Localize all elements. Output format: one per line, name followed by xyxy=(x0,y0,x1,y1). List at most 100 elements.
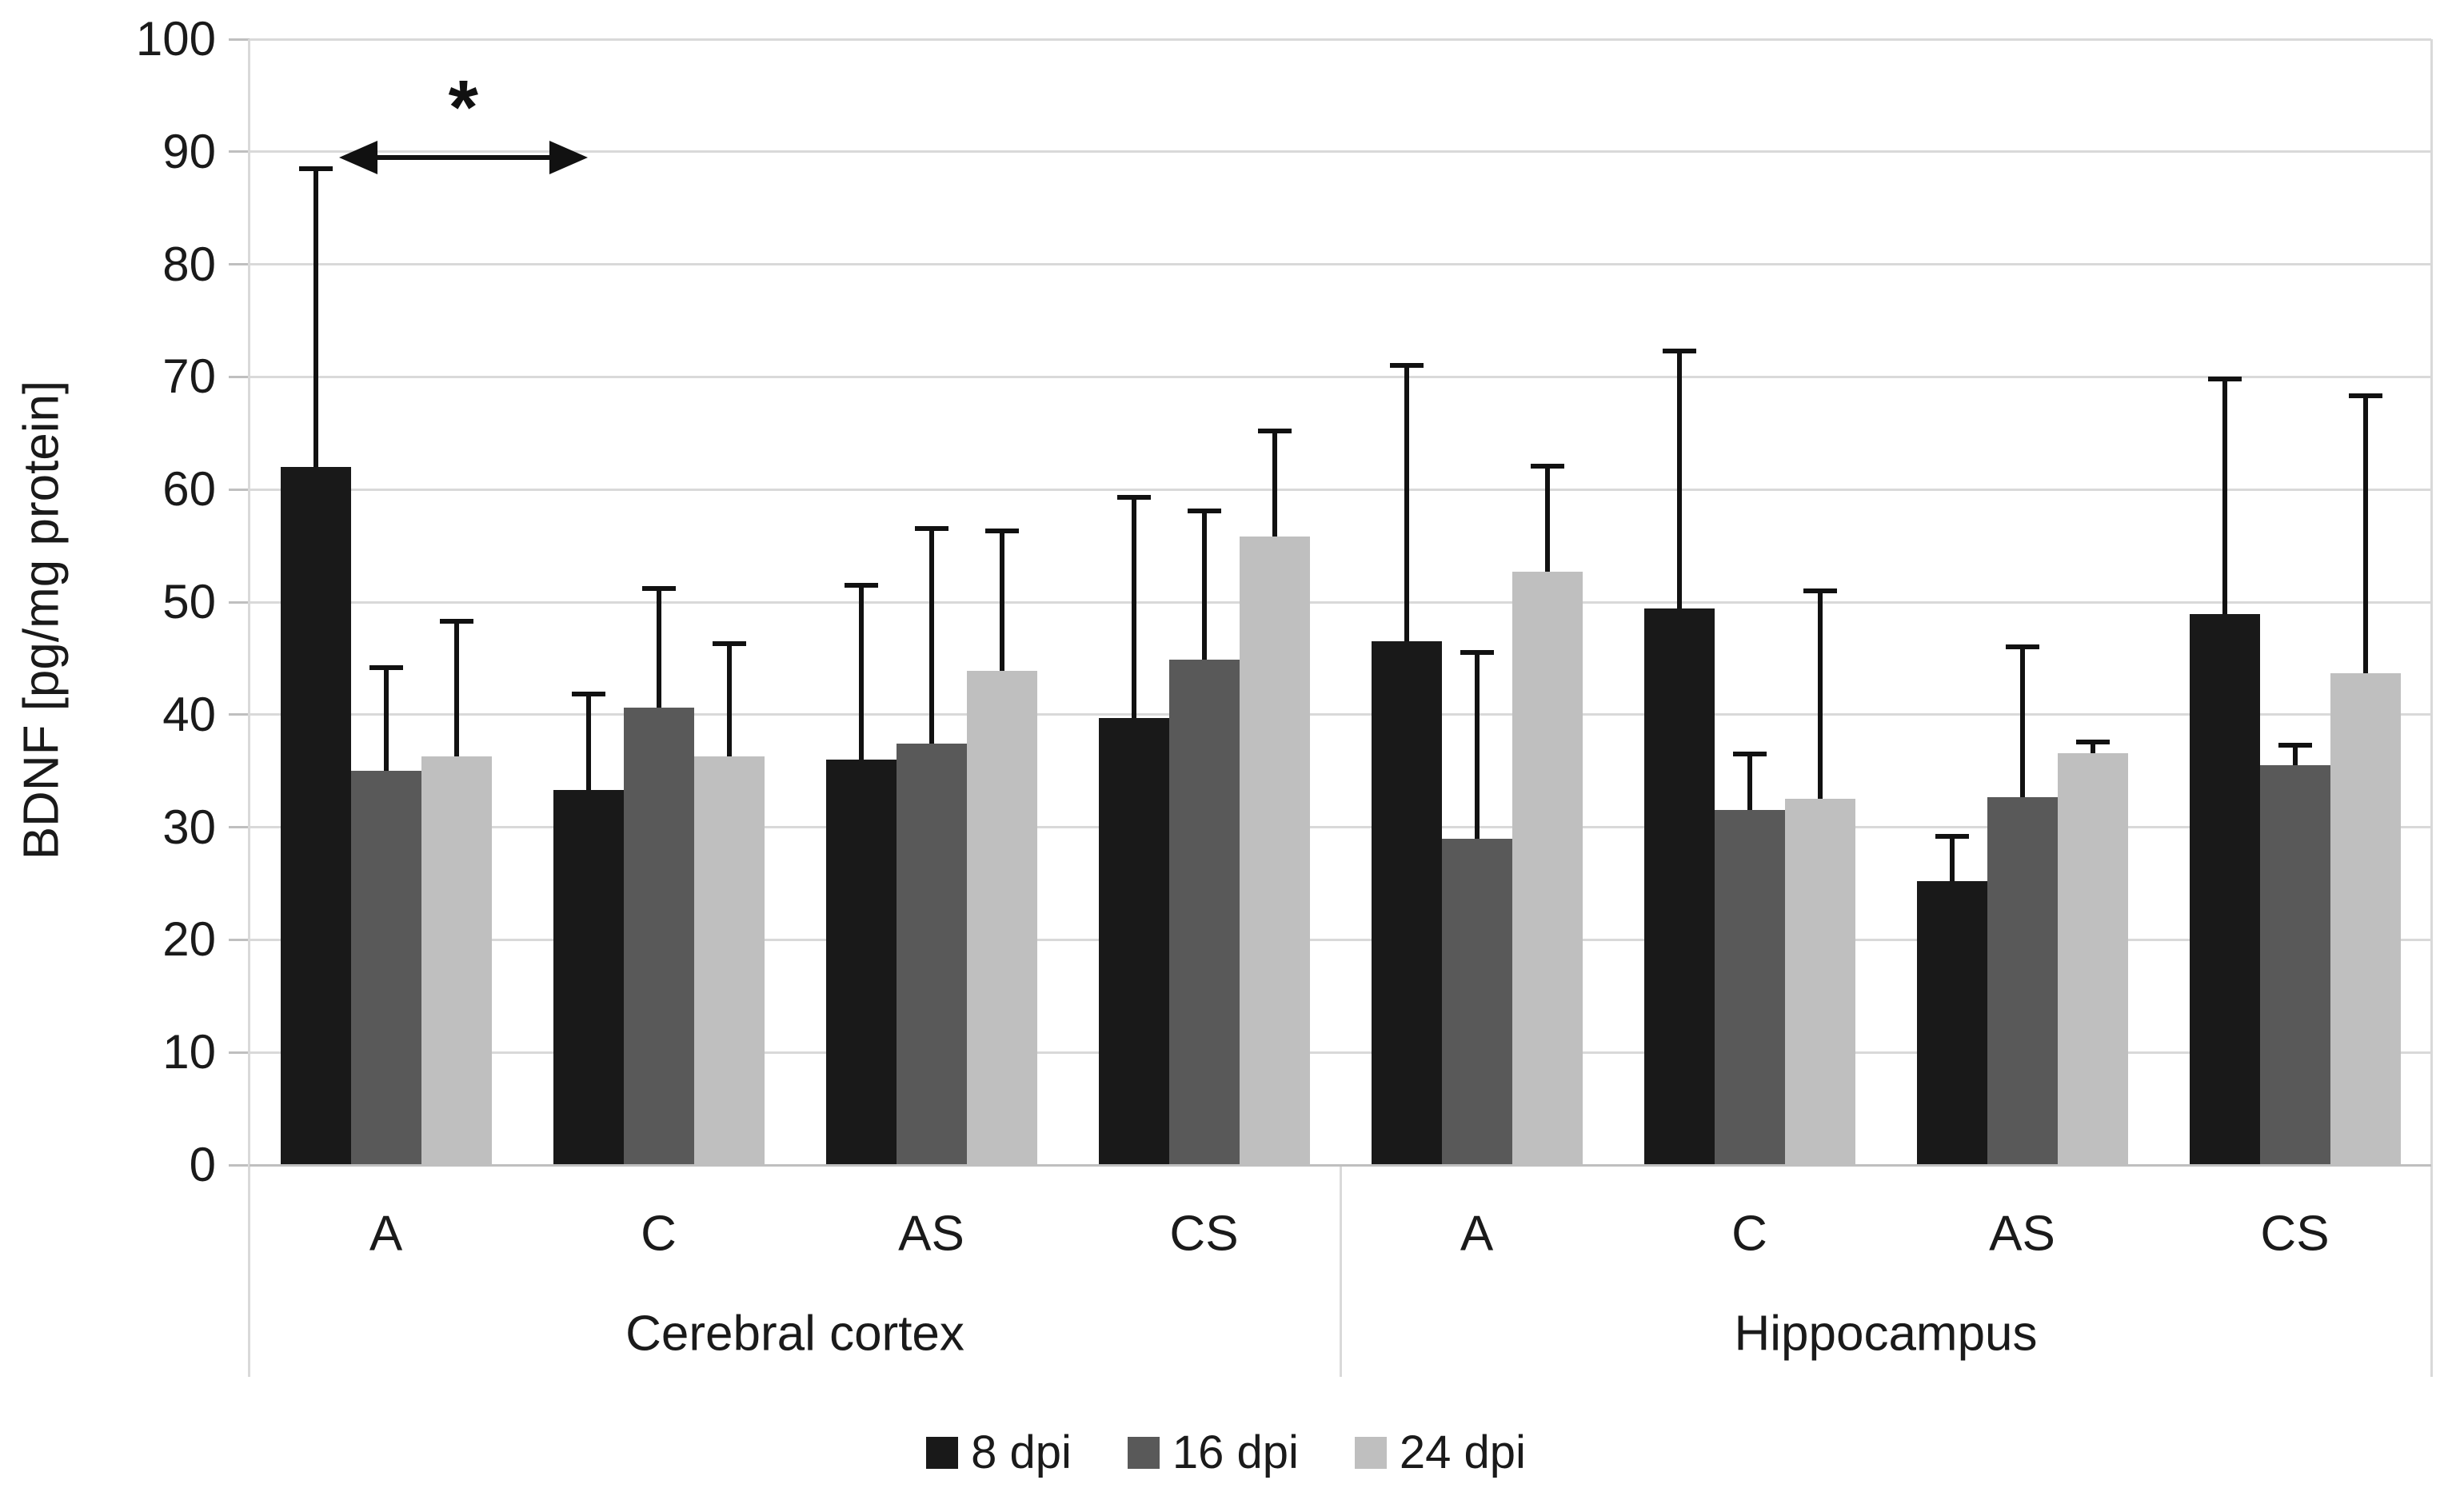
category-label: AS xyxy=(898,1206,964,1262)
gridline xyxy=(250,263,2431,266)
error-bar xyxy=(2292,744,2298,766)
error-bar xyxy=(453,620,459,756)
bar-8dpi-Cerebral-CS xyxy=(1098,718,1169,1165)
y-tick-label: 90 xyxy=(162,124,216,178)
legend-label: 24 dpi xyxy=(1399,1426,1526,1478)
y-tick-label: 10 xyxy=(162,1025,216,1079)
error-bar-cap xyxy=(2278,742,2312,748)
error-bar-cap xyxy=(2207,377,2242,382)
error-bar xyxy=(2090,741,2095,753)
legend-swatch-icon xyxy=(1354,1437,1387,1469)
error-bar-cap xyxy=(1662,349,1696,354)
category-label: C xyxy=(1731,1206,1767,1262)
legend-swatch-icon xyxy=(926,1437,959,1469)
category-label: A xyxy=(369,1206,403,1262)
bar-16dpi-Hippocampus-CS xyxy=(2259,765,2330,1165)
bar-16dpi-Cerebral-C xyxy=(623,708,694,1165)
error-bar xyxy=(2362,396,2368,673)
error-bar-cap xyxy=(2075,739,2110,744)
arrow-left-icon xyxy=(338,140,377,174)
plot-right-border xyxy=(2430,39,2433,1377)
y-axis-tick xyxy=(229,1051,250,1054)
error-bar-cap xyxy=(712,641,746,647)
error-bar xyxy=(1272,430,1277,537)
legend-item-16-dpi: 16 dpi xyxy=(1127,1426,1299,1478)
error-bar-cap xyxy=(914,526,948,532)
bar-8dpi-Cerebral-C xyxy=(553,790,624,1165)
legend-swatch-icon xyxy=(1127,1437,1160,1469)
legend: 8 dpi 16 dpi 24 dpi xyxy=(0,1430,2452,1476)
double-arrow-line xyxy=(362,154,564,160)
y-tick-label: 0 xyxy=(189,1138,216,1191)
gridline xyxy=(250,713,2431,716)
bar-24dpi-Cerebral-AS xyxy=(966,670,1037,1165)
bar-16dpi-Cerebral-A xyxy=(350,771,421,1165)
bar-8dpi-Hippocampus-A xyxy=(1371,641,1442,1165)
asterisk-annotation: * xyxy=(448,64,479,150)
y-tick-label: 100 xyxy=(135,12,216,66)
category-label: CS xyxy=(1169,1206,1239,1262)
y-tick-label: 70 xyxy=(162,349,216,404)
y-axis-tick xyxy=(229,826,250,829)
error-bar-cap xyxy=(844,582,878,588)
y-axis-tick xyxy=(229,38,250,41)
bar-24dpi-Cerebral-CS xyxy=(1239,537,1310,1165)
error-bar xyxy=(1131,497,1136,718)
gridline xyxy=(250,150,2431,154)
y-tick-label: 20 xyxy=(162,912,216,967)
y-axis-tick xyxy=(229,150,250,154)
error-bar xyxy=(1474,652,1480,839)
category-label: CS xyxy=(2260,1206,2330,1262)
error-bar xyxy=(2019,647,2025,797)
error-bar-cap xyxy=(439,618,473,624)
bar-8dpi-Hippocampus-AS xyxy=(1916,881,1987,1165)
error-bar xyxy=(999,531,1004,671)
bar-24dpi-Hippocampus-C xyxy=(1784,799,1855,1165)
bar-24dpi-Hippocampus-CS xyxy=(2330,672,2401,1165)
y-axis-tick xyxy=(229,938,250,941)
bar-8dpi-Cerebral-AS xyxy=(825,760,897,1165)
bar-16dpi-Hippocampus-A xyxy=(1441,838,1512,1165)
y-axis-tick xyxy=(229,713,250,716)
error-bar xyxy=(383,667,389,772)
error-bar-cap xyxy=(1187,508,1221,513)
error-bar xyxy=(1817,590,1823,800)
error-bar xyxy=(656,588,661,708)
error-bar-cap xyxy=(1389,363,1424,369)
legend-label: 16 dpi xyxy=(1172,1426,1299,1478)
legend-label: 8 dpi xyxy=(971,1426,1072,1478)
y-axis-tick xyxy=(229,375,250,378)
error-bar-cap xyxy=(1257,428,1292,433)
error-bar xyxy=(2222,379,2227,615)
error-bar-cap xyxy=(1732,752,1767,757)
panel-label: Cerebral cortex xyxy=(625,1306,964,1362)
error-bar xyxy=(1949,836,1955,882)
bar-8dpi-Hippocampus-CS xyxy=(2189,614,2260,1165)
error-bar-cap xyxy=(641,586,676,592)
bar-8dpi-Cerebral-A xyxy=(280,467,351,1165)
error-bar xyxy=(313,168,318,468)
y-axis-tick xyxy=(229,263,250,266)
error-bar xyxy=(928,529,934,744)
y-axis-tick xyxy=(229,1163,250,1167)
error-bar xyxy=(858,584,864,760)
error-bar-cap xyxy=(369,664,403,670)
category-label: AS xyxy=(1989,1206,2055,1262)
error-bar-cap xyxy=(571,692,605,697)
panel-divider xyxy=(1339,1165,1342,1377)
y-tick-label: 50 xyxy=(162,575,216,628)
arrow-right-icon xyxy=(549,140,588,174)
bar-16dpi-Cerebral-AS xyxy=(896,744,967,1165)
y-axis-tick xyxy=(229,488,250,491)
legend-item-24-dpi: 24 dpi xyxy=(1354,1426,1526,1478)
legend-item-8-dpi: 8 dpi xyxy=(926,1430,1072,1476)
plot-left-border xyxy=(248,39,250,1377)
error-bar-cap xyxy=(2005,644,2039,650)
error-bar-cap xyxy=(298,166,333,171)
bar-16dpi-Hippocampus-AS xyxy=(1987,796,2058,1165)
error-bar xyxy=(1544,465,1550,572)
y-tick-label: 40 xyxy=(162,687,216,741)
y-axis-tick xyxy=(229,600,250,604)
error-bar-cap xyxy=(984,529,1019,534)
y-tick-label: 60 xyxy=(162,462,216,517)
